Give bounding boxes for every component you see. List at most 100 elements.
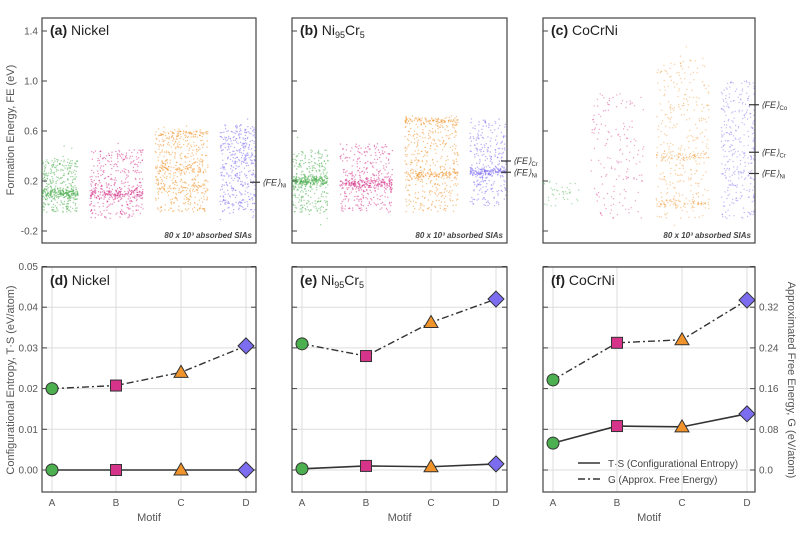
scatter-point [431, 203, 433, 205]
scatter-point [45, 185, 47, 188]
scatter-point [682, 180, 685, 182]
scatter-point [363, 171, 366, 173]
scatter-point [248, 132, 250, 134]
scatter-point [351, 184, 353, 186]
scatter-point [55, 170, 57, 172]
scatter-point [252, 216, 254, 219]
scatter-point [368, 186, 370, 189]
scatter-point [411, 121, 413, 123]
scatter-point [367, 177, 369, 180]
scatter-point [319, 177, 321, 179]
scatter-point [184, 181, 186, 183]
scatter-point [405, 155, 407, 158]
scatter-point [206, 130, 208, 133]
scatter-point [184, 195, 186, 197]
scatter-point [696, 203, 699, 205]
scatter-point [43, 165, 46, 168]
scatter-point [689, 155, 691, 158]
scatter-point [368, 202, 370, 205]
scatter-point [300, 186, 302, 188]
scatter-point [222, 179, 224, 181]
scatter-point [197, 149, 200, 152]
scatter-point [683, 102, 685, 105]
scatter-point [688, 154, 691, 156]
scatter-point [235, 189, 237, 191]
scatter-point [341, 187, 343, 190]
scatter-point [60, 169, 62, 171]
scatter-point [318, 162, 321, 165]
scatter-point [550, 187, 552, 189]
scatter-point [740, 141, 742, 143]
panel-frame [41, 17, 257, 244]
scatter-point [504, 149, 506, 151]
scatter-point [412, 211, 414, 213]
scatter-point [221, 131, 223, 134]
scatter-point [358, 183, 360, 186]
scatter-point [670, 62, 672, 65]
scatter-point [603, 197, 605, 200]
scatter-point [677, 199, 680, 201]
scatter-point [159, 211, 161, 213]
scatter-point [314, 192, 316, 195]
scatter-point [416, 174, 418, 177]
scatter-point [370, 203, 372, 206]
scatter-point [243, 149, 245, 152]
scatter-point [664, 93, 666, 96]
scatter-point [729, 146, 731, 148]
scatter-point [750, 157, 753, 159]
scatter-point [296, 168, 298, 170]
scatter-point [230, 187, 233, 189]
scatter-point [417, 179, 419, 182]
scatter-point [740, 196, 743, 198]
scatter-point [155, 197, 157, 200]
scatter-point [185, 171, 188, 173]
scatter-point [387, 153, 389, 155]
scatter-point [674, 173, 677, 175]
scatter-point [68, 190, 70, 192]
scatter-point [478, 124, 480, 126]
scatter-point [111, 203, 114, 205]
scatter-point [492, 190, 494, 193]
scatter-point [133, 160, 135, 162]
scatter-point [736, 199, 739, 202]
scatter-point [735, 88, 738, 90]
scatter-point [726, 167, 728, 170]
motif-A-points [291, 136, 329, 226]
scatter-point [721, 146, 723, 149]
scatter-point [720, 196, 723, 198]
scatter-point [436, 145, 438, 147]
scatter-point [472, 127, 474, 129]
scatter-point [240, 157, 243, 159]
scatter-point [753, 200, 755, 202]
scatter-point [306, 183, 308, 185]
scatter-point [492, 172, 495, 175]
scatter-point [128, 171, 130, 173]
scatter-point [311, 156, 313, 158]
scatter-point [231, 143, 233, 145]
scatter-point [294, 204, 296, 207]
scatter-point [67, 197, 69, 199]
scatter-point [167, 209, 170, 211]
scatter-point [373, 187, 376, 190]
scatter-point [126, 176, 128, 179]
scatter-point [435, 172, 437, 175]
scatter-point [186, 131, 188, 134]
scatter-point [124, 155, 127, 158]
scatter-point [692, 210, 694, 212]
scatter-point [74, 178, 77, 181]
scatter-point [455, 158, 457, 160]
scatter-point [601, 214, 603, 217]
scatter-point [358, 189, 360, 192]
scatter-point [475, 147, 477, 149]
scatter-point [200, 205, 202, 207]
scatter-point [375, 187, 377, 189]
scatter-point [707, 104, 710, 107]
scatter-point [486, 170, 488, 173]
scatter-point [439, 140, 441, 142]
scatter-point [665, 155, 668, 157]
scatter-point [499, 175, 502, 177]
scatter-point [663, 64, 665, 67]
scatter-point [304, 158, 306, 160]
scatter-point [437, 125, 439, 127]
scatter-point [683, 114, 686, 116]
